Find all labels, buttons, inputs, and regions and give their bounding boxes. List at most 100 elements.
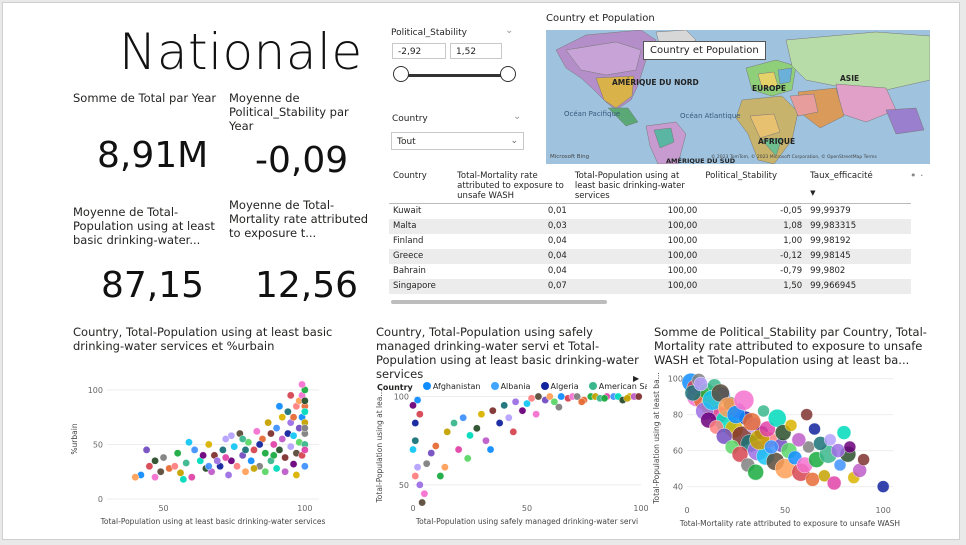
scatter-point[interactable] (577, 398, 586, 406)
scatter-point[interactable] (826, 475, 842, 491)
scatter-point[interactable] (532, 410, 540, 419)
scatter-point[interactable] (857, 453, 870, 466)
scatter-point[interactable] (289, 413, 298, 421)
scatter-point[interactable] (286, 391, 295, 400)
scatter-point[interactable] (504, 413, 513, 422)
scatter-point[interactable] (459, 413, 467, 422)
legend-item[interactable]: Algeria (540, 382, 579, 391)
scatter-point[interactable] (301, 446, 309, 454)
scatter-point[interactable] (182, 459, 190, 467)
table-row[interactable]: Greece 0,04 100,00 -0,12 99,98145 (389, 249, 911, 264)
scatter-point[interactable] (221, 453, 230, 462)
column-header-stability[interactable]: Political_Stability (701, 169, 807, 204)
stability-slider-min-handle[interactable] (393, 66, 409, 82)
scatter-point[interactable] (764, 439, 779, 455)
scatter-point[interactable] (219, 446, 227, 454)
scatter-point[interactable] (409, 445, 417, 454)
scatter-point[interactable] (416, 410, 424, 419)
scatter-point[interactable] (523, 399, 531, 408)
scatter-point[interactable] (261, 467, 270, 476)
scatter-point[interactable] (255, 440, 264, 449)
scatter-point[interactable] (301, 407, 309, 416)
scatter-point[interactable] (298, 380, 306, 389)
scatter-point[interactable] (188, 473, 196, 481)
legend-next-arrow-icon[interactable]: ▶ (633, 374, 640, 383)
scatter-point[interactable] (292, 471, 301, 479)
scatter-point[interactable] (550, 398, 559, 406)
scatter-point[interactable] (281, 453, 289, 462)
scatter-point[interactable] (518, 406, 527, 415)
scatter-point[interactable] (489, 406, 497, 415)
scatter-point[interactable] (264, 418, 272, 427)
scatter-point[interactable] (427, 449, 436, 457)
scatter-point[interactable] (545, 392, 554, 401)
scatter-point[interactable] (224, 471, 233, 479)
scatter-point[interactable] (747, 463, 764, 481)
scatter-point[interactable] (413, 463, 422, 471)
scatter-point[interactable] (286, 442, 295, 451)
scatter-point[interactable] (267, 429, 275, 438)
chart2-svg[interactable]: 50 100 0 50 100 Total-Population using safely… (373, 387, 651, 533)
scatter-point[interactable] (818, 469, 831, 483)
country-dropdown[interactable]: Tout ⌄ (391, 132, 524, 150)
scatter-point[interactable] (527, 394, 536, 403)
chart1-svg[interactable]: 0 50 100 50 100 Total-Population using at lea… (69, 365, 359, 533)
table-row[interactable]: Kuwait 0,01 100,00 -0,05 99,99379 (389, 204, 911, 220)
scatter-point[interactable] (227, 431, 236, 440)
column-header-mortality[interactable]: Total-Mortality rate attributed to expos… (453, 169, 571, 204)
scatter-point[interactable] (623, 394, 632, 403)
table-row[interactable]: Finland 0,04 100,00 1,00 99,98192 (389, 234, 911, 249)
scatter-point[interactable] (436, 472, 445, 480)
scatter-point[interactable] (230, 442, 238, 451)
scatter-point[interactable] (151, 457, 159, 465)
scatter-point[interactable] (145, 462, 154, 471)
scatter-point[interactable] (289, 460, 298, 468)
scatter-point[interactable] (534, 392, 543, 401)
scatter-point[interactable] (171, 462, 179, 471)
scatter-point[interactable] (511, 398, 520, 406)
stability-min-input[interactable]: -2,92 (392, 43, 446, 59)
more-options-icon[interactable]: • · (910, 169, 924, 182)
scatter-point[interactable] (411, 419, 420, 427)
scatter-point[interactable] (199, 451, 207, 460)
scatter-point[interactable] (142, 446, 151, 454)
scatter-point[interactable] (742, 412, 761, 431)
stability-slider-max-handle[interactable] (500, 66, 516, 82)
data-table[interactable]: Country Total-Mortality rate attributed … (389, 169, 911, 302)
scatter-point[interactable] (233, 462, 241, 471)
scatter-point[interactable] (416, 481, 424, 489)
scatter-point[interactable] (495, 419, 504, 427)
scatter-point[interactable] (159, 453, 168, 462)
scatter-point[interactable] (733, 390, 755, 411)
scatter-point[interactable] (261, 449, 270, 457)
scatter-point[interactable] (411, 472, 420, 480)
scatter-point[interactable] (454, 445, 463, 454)
scatter-point[interactable] (301, 462, 309, 471)
chevron-down-icon[interactable]: ⌄ (505, 25, 514, 36)
scatter-point[interactable] (450, 419, 458, 427)
scatter-point[interactable] (275, 446, 284, 454)
legend-item[interactable]: Afghanistan (422, 382, 480, 391)
scatter-point[interactable] (179, 475, 188, 484)
scatter-point[interactable] (156, 467, 165, 476)
map-visual[interactable]: AMÉRIQUE DU NORD EUROPE ASIE Océan Pacif… (546, 30, 930, 164)
scatter-point[interactable] (836, 425, 852, 440)
scatter-point[interactable] (555, 403, 563, 411)
scatter-point[interactable] (190, 446, 199, 454)
scatter-point[interactable] (784, 419, 798, 432)
scatter-point[interactable] (241, 467, 250, 476)
scatter-point[interactable] (473, 424, 481, 433)
scatter-point[interactable] (176, 469, 185, 477)
scatter-point[interactable] (173, 449, 182, 457)
scatter-point[interactable] (422, 459, 431, 468)
scatter-point[interactable] (131, 473, 140, 481)
scatter-point[interactable] (227, 457, 236, 465)
scatter-point[interactable] (805, 472, 820, 487)
scatter-point[interactable] (275, 402, 284, 411)
scatter-point[interactable] (557, 392, 565, 401)
scatter-point[interactable] (443, 428, 451, 436)
scatter-point[interactable] (441, 463, 449, 471)
column-header-country[interactable]: Country (389, 169, 454, 204)
scatter-point[interactable] (269, 451, 278, 460)
scatter-point[interactable] (278, 413, 287, 421)
